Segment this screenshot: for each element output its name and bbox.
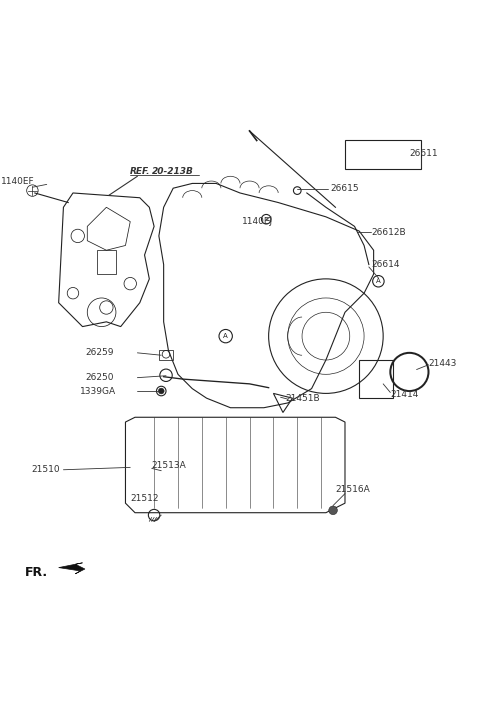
Text: FR.: FR. bbox=[25, 566, 48, 579]
Text: 26611: 26611 bbox=[409, 149, 438, 158]
Circle shape bbox=[329, 506, 337, 515]
Text: 21414: 21414 bbox=[390, 390, 419, 399]
Text: 26614: 26614 bbox=[371, 260, 400, 269]
Text: 26615: 26615 bbox=[331, 184, 360, 193]
Text: A: A bbox=[376, 278, 381, 284]
Text: 21443: 21443 bbox=[429, 359, 457, 368]
Text: 1140EF: 1140EF bbox=[1, 176, 35, 186]
Text: 21513A: 21513A bbox=[152, 462, 186, 470]
Text: REF.: REF. bbox=[130, 167, 151, 176]
Text: 21516A: 21516A bbox=[336, 485, 370, 495]
Text: 21451B: 21451B bbox=[285, 394, 320, 402]
Text: 1339GA: 1339GA bbox=[80, 387, 116, 396]
Text: 21510: 21510 bbox=[32, 465, 60, 474]
Text: 26250: 26250 bbox=[85, 373, 113, 382]
Text: 20-213B: 20-213B bbox=[152, 167, 193, 176]
Text: A: A bbox=[223, 333, 228, 339]
Text: 1140EJ: 1140EJ bbox=[242, 217, 274, 226]
Text: 21512: 21512 bbox=[130, 494, 159, 503]
Text: 26612B: 26612B bbox=[371, 228, 406, 237]
Circle shape bbox=[158, 388, 164, 394]
Polygon shape bbox=[59, 563, 85, 574]
Text: 26259: 26259 bbox=[85, 348, 113, 357]
